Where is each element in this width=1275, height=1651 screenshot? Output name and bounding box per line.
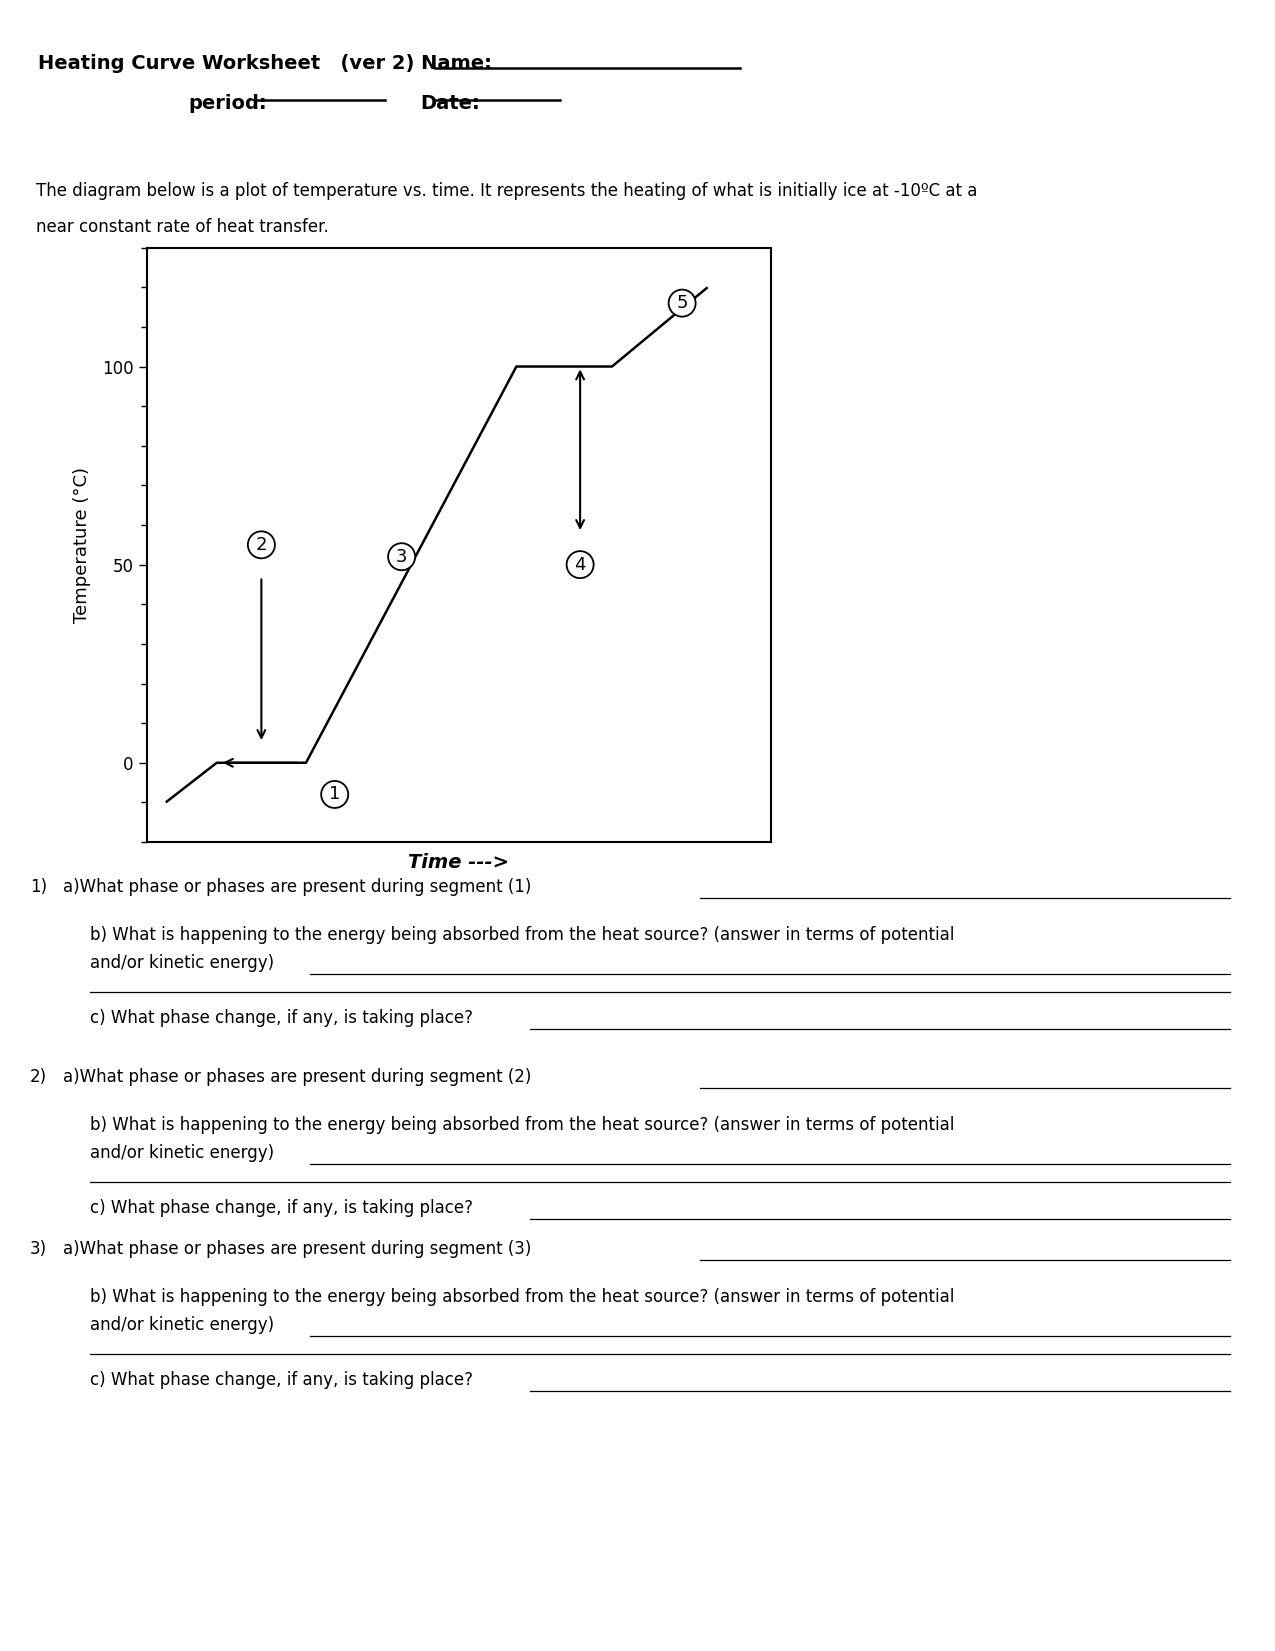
Text: 1): 1) (31, 878, 47, 896)
Text: b) What is happening to the energy being absorbed from the heat source? (answer : b) What is happening to the energy being… (91, 1116, 955, 1134)
Text: Date:: Date: (421, 94, 481, 114)
Text: a)What phase or phases are present during segment (2): a)What phase or phases are present durin… (62, 1068, 532, 1086)
Text: a)What phase or phases are present during segment (3): a)What phase or phases are present durin… (62, 1240, 532, 1258)
Text: period:: period: (189, 94, 268, 114)
Text: and/or kinetic energy): and/or kinetic energy) (91, 954, 274, 972)
Text: c) What phase change, if any, is taking place?: c) What phase change, if any, is taking … (91, 1370, 473, 1388)
Text: c) What phase change, if any, is taking place?: c) What phase change, if any, is taking … (91, 1009, 473, 1027)
Text: b) What is happening to the energy being absorbed from the heat source? (answer : b) What is happening to the energy being… (91, 1288, 955, 1306)
Text: near constant rate of heat transfer.: near constant rate of heat transfer. (36, 218, 329, 236)
Text: 4: 4 (574, 556, 586, 573)
Text: 2): 2) (31, 1068, 47, 1086)
Text: 3): 3) (31, 1240, 47, 1258)
Text: 3: 3 (395, 548, 408, 566)
Text: 5: 5 (676, 294, 688, 312)
X-axis label: Time --->: Time ---> (408, 854, 510, 872)
Text: c) What phase change, if any, is taking place?: c) What phase change, if any, is taking … (91, 1199, 473, 1217)
Text: b) What is happening to the energy being absorbed from the heat source? (answer : b) What is happening to the energy being… (91, 926, 955, 944)
Text: a)What phase or phases are present during segment (1): a)What phase or phases are present durin… (62, 878, 532, 896)
Y-axis label: Temperature (°C): Temperature (°C) (73, 467, 91, 622)
Text: Heating Curve Worksheet   (ver 2) Name:: Heating Curve Worksheet (ver 2) Name: (38, 54, 492, 74)
Text: 1: 1 (329, 786, 340, 804)
Text: and/or kinetic energy): and/or kinetic energy) (91, 1316, 274, 1334)
Text: and/or kinetic energy): and/or kinetic energy) (91, 1144, 274, 1162)
Text: The diagram below is a plot of temperature vs. time. It represents the heating o: The diagram below is a plot of temperatu… (36, 182, 977, 200)
Text: 2: 2 (255, 537, 268, 553)
